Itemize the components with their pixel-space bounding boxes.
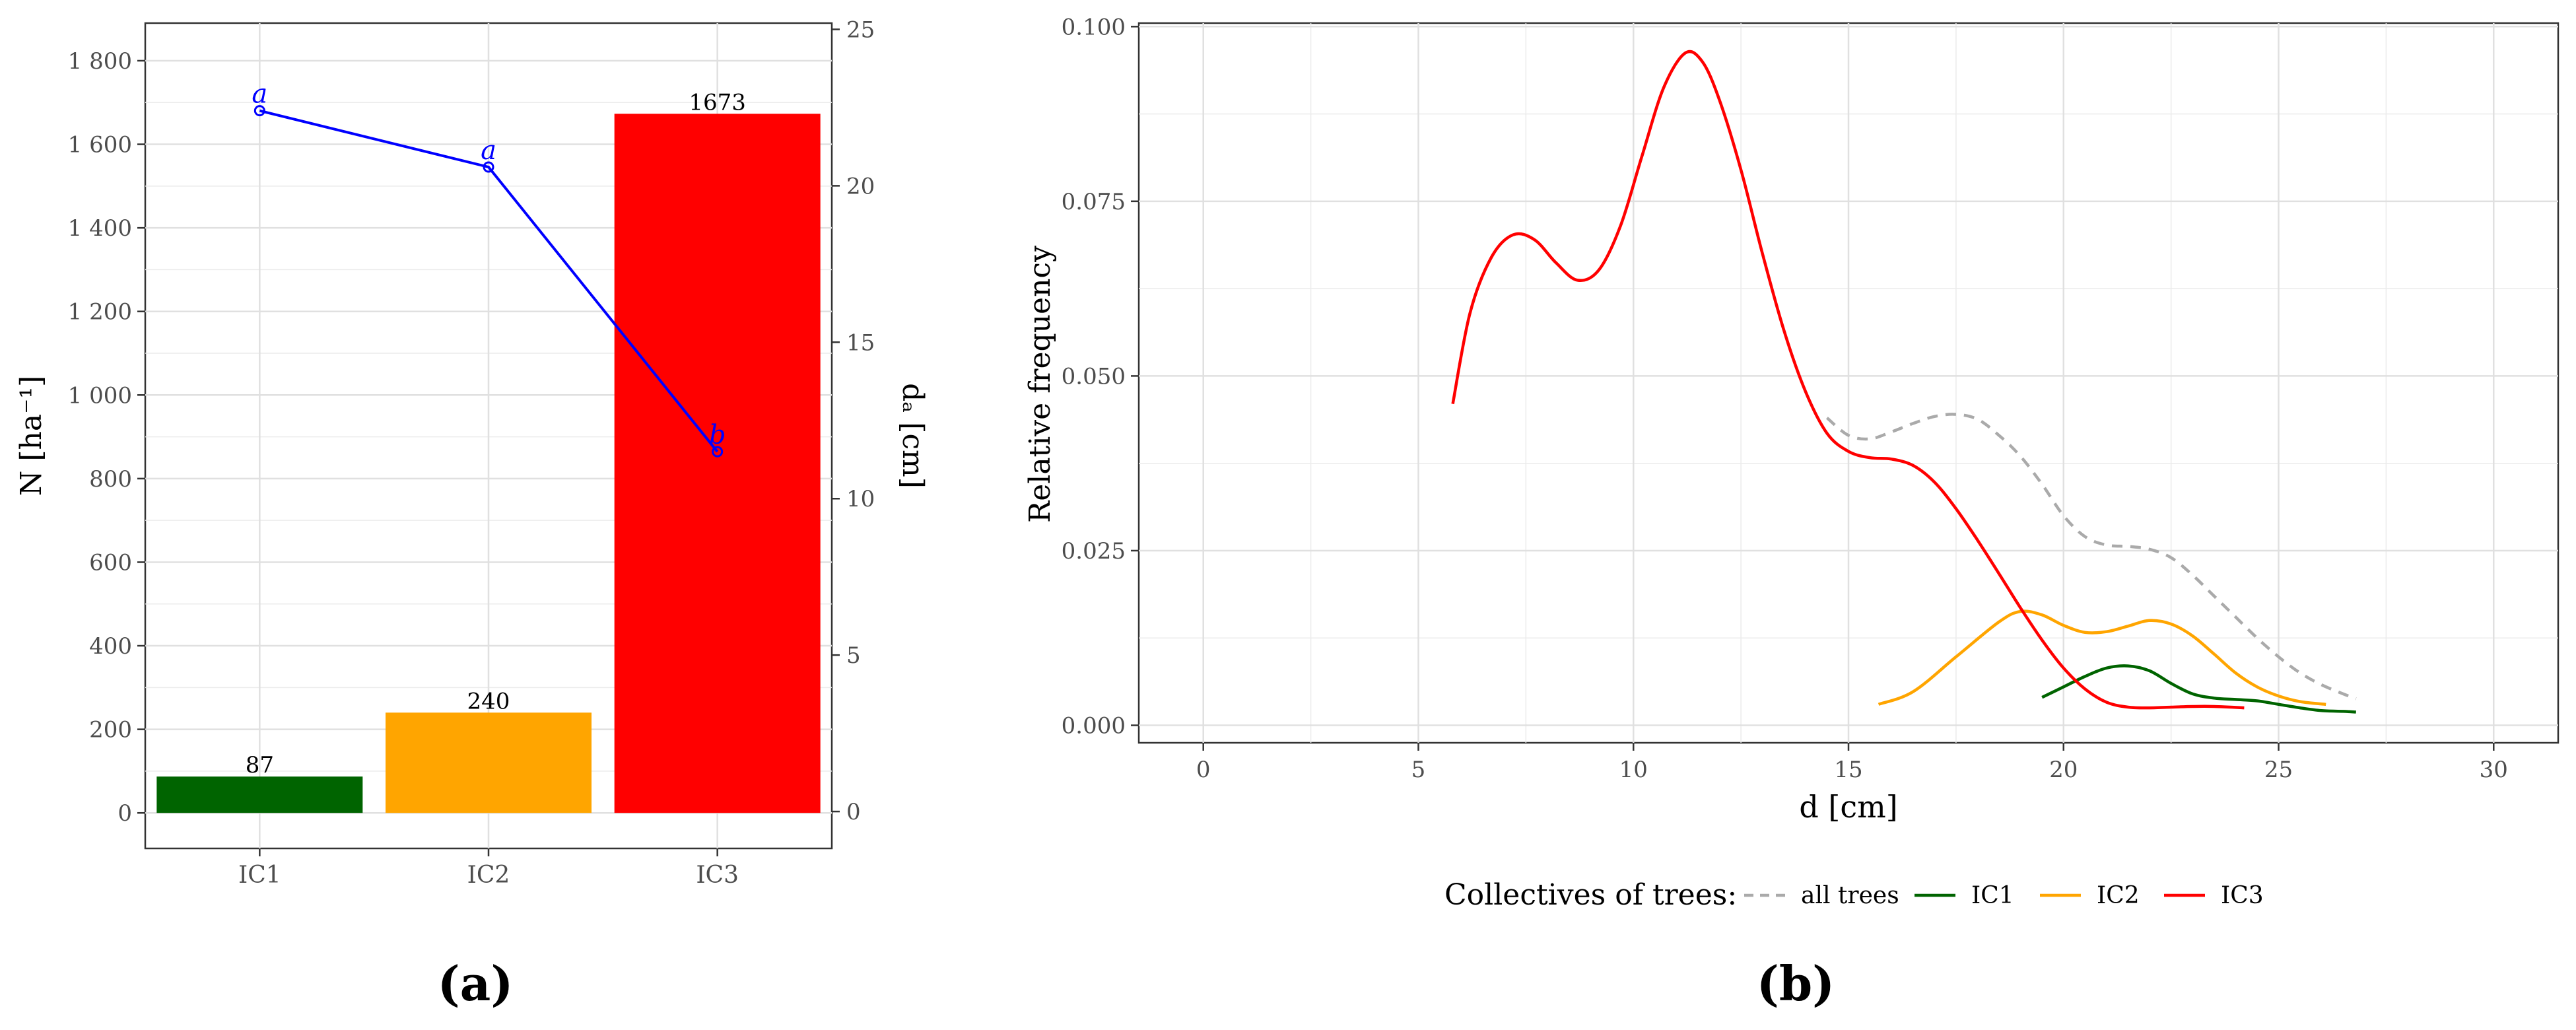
density-line-all-trees: [1825, 413, 2357, 701]
panel-a-y2-axis-ticks: 0 5 10 15 20 25: [832, 17, 875, 825]
bar-ic2: [386, 712, 592, 813]
y-tick-label: 1 200: [68, 299, 132, 326]
x-tick-label: 10: [1619, 757, 1648, 783]
legend-label: IC2: [2097, 882, 2140, 909]
panel-b-label: (b): [1757, 955, 1835, 1012]
x-tick-label: IC1: [238, 862, 281, 889]
panel-a-y-axis-ticks: 0 200 400 600 800 1 000 1 200 1 400 1 600 1 800: [68, 48, 145, 827]
y2-tick-label: 5: [846, 642, 861, 669]
panel-a-diameter-line: a a b: [252, 79, 726, 458]
y-tick-label: 1 600: [68, 132, 132, 158]
y-tick-label: 0.050: [1062, 363, 1126, 390]
y-tick-label: 200: [89, 717, 132, 743]
diameter-point: [483, 161, 494, 173]
panel-a-y-axis-label: N [ha⁻¹]: [15, 376, 48, 496]
x-tick-label: 15: [1834, 757, 1862, 783]
diameter-point: [254, 105, 265, 117]
panel-b-legend: Collectives of trees: all trees IC1 IC2 IC3: [1444, 878, 2264, 912]
panel-b-density-lines: [1451, 50, 2357, 714]
x-tick-label: 5: [1411, 757, 1426, 783]
x-tick-label: IC3: [696, 862, 739, 889]
panel-b-y-axis-label: Relative frequency: [1023, 246, 1057, 523]
bar-value-label: 240: [467, 688, 510, 714]
legend-label: IC1: [1971, 882, 2014, 909]
panel-a-bars: [156, 114, 821, 813]
y2-tick-label: 25: [846, 17, 875, 43]
y-tick-label: 0.025: [1062, 538, 1126, 565]
diameter-point: [712, 446, 724, 458]
y-tick-label: 1 800: [68, 48, 132, 75]
y-tick-label: 0.100: [1062, 14, 1126, 40]
panel-b-x-axis-ticks: 0 5 10 15 20 25 30: [1196, 743, 2508, 783]
density-line-ic1: [2041, 664, 2356, 714]
density-line-ic3: [1451, 50, 2245, 710]
legend-label: all trees: [1801, 882, 1899, 909]
bar-value-label: 87: [246, 752, 274, 778]
y2-tick-label: 15: [846, 329, 875, 356]
legend-title: Collectives of trees:: [1444, 878, 1737, 912]
y-tick-label: 0: [118, 800, 132, 827]
y-tick-label: 1 000: [68, 382, 132, 409]
y-tick-label: 600: [89, 549, 132, 576]
y-tick-label: 400: [89, 633, 132, 660]
panel-a-bar-labels: 87 240 1673: [246, 89, 746, 778]
significance-letter: a: [252, 79, 267, 110]
bar-ic3: [614, 114, 821, 813]
x-tick-label: IC2: [467, 862, 510, 889]
x-tick-label: 25: [2264, 757, 2293, 783]
y-tick-label: 0.075: [1062, 189, 1126, 215]
legend-label: IC3: [2221, 882, 2264, 909]
y2-tick-label: 10: [846, 486, 875, 512]
panel-b-grid: [1139, 23, 2558, 743]
diameter-line-path: [259, 109, 719, 453]
y-tick-label: 1 400: [68, 215, 132, 242]
panel-a-y2-axis-label: dₐ [cm]: [896, 383, 930, 489]
x-tick-label: 30: [2480, 757, 2508, 783]
y-tick-label: 0.000: [1062, 713, 1126, 739]
x-tick-label: 0: [1196, 757, 1211, 783]
panel-b-x-axis-label: d [cm]: [1799, 789, 1897, 825]
panel-a-label: (a): [438, 955, 514, 1012]
panel-b-y-axis-ticks: 0.000 0.025 0.050 0.075 0.100: [1062, 14, 1139, 739]
y2-tick-label: 20: [846, 173, 875, 199]
bar-ic1: [156, 776, 363, 813]
significance-letter: b: [709, 420, 726, 450]
density-line-ic2: [1878, 609, 2326, 706]
bar-value-label: 1673: [689, 89, 746, 116]
significance-letter: a: [481, 135, 496, 166]
panel-b-chart: 0.000 0.025 0.050 0.075 0.100 0 5 10 15 20 25 30 R…: [1023, 14, 2559, 1012]
panel-a-x-axis-ticks: IC1 IC2 IC3: [238, 848, 739, 889]
y2-tick-label: 0: [846, 799, 861, 825]
y-tick-label: 800: [89, 466, 132, 493]
x-tick-label: 20: [2049, 757, 2078, 783]
